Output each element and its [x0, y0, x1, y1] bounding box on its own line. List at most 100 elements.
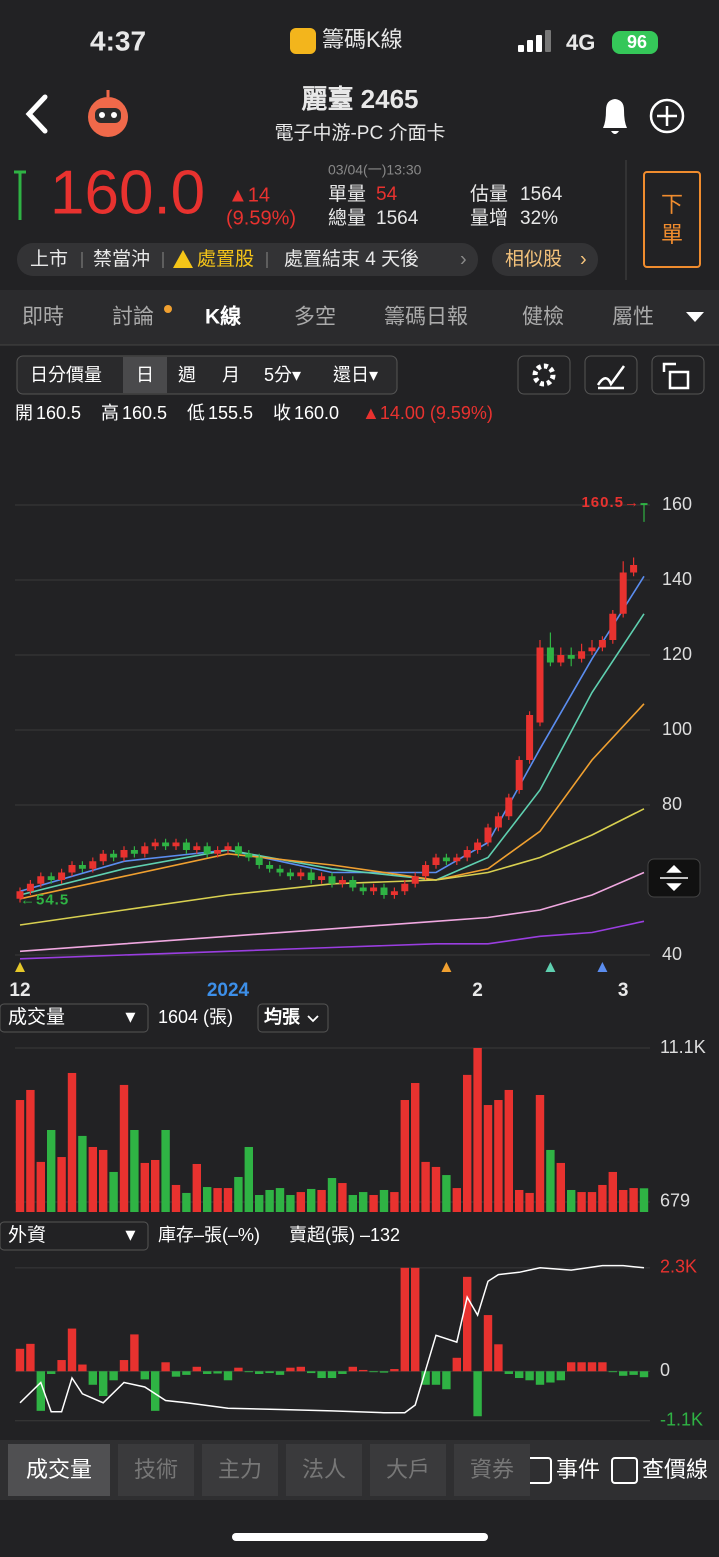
checkbox-label[interactable]: 事件 — [556, 1457, 600, 1482]
bar — [515, 1371, 524, 1379]
candle-body — [266, 865, 274, 869]
bottom-tab[interactable]: 技術 — [134, 1457, 178, 1482]
order-button[interactable] — [643, 171, 701, 268]
event-marker[interactable] — [597, 962, 608, 972]
period-option[interactable]: 日分價量 — [30, 365, 102, 385]
bar — [26, 1089, 35, 1212]
candle-body — [182, 842, 190, 850]
bar — [431, 1371, 441, 1385]
bar — [494, 1100, 503, 1212]
bar — [338, 1371, 347, 1374]
alert-button[interactable] — [603, 99, 627, 134]
checkbox-label[interactable]: 查價線 — [642, 1457, 708, 1482]
bar — [192, 1163, 201, 1212]
candle-body — [172, 842, 180, 847]
bar — [203, 1187, 212, 1212]
bar — [608, 1371, 617, 1373]
bar — [151, 1159, 160, 1212]
similar-label[interactable]: 相似股 — [505, 248, 562, 270]
stat-value: 1564 — [520, 184, 563, 205]
indicator-option[interactable]: 均張 — [264, 1006, 301, 1027]
period-option[interactable]: 月 — [222, 365, 240, 385]
tab[interactable]: 多空 — [294, 306, 336, 329]
tab[interactable]: 即時 — [22, 306, 64, 329]
candle-body — [307, 872, 315, 880]
bar — [130, 1334, 139, 1372]
quote-time: 03/04(一)13:30 — [328, 162, 422, 178]
ohlc-label: 低 — [187, 403, 205, 423]
tab[interactable]: 討論 — [112, 306, 154, 329]
candle-body — [47, 876, 55, 880]
tab-more[interactable] — [686, 312, 704, 322]
event-marker[interactable] — [545, 962, 556, 972]
candle-body — [453, 857, 461, 862]
bar — [244, 1146, 253, 1212]
inventory-line — [19, 1264, 645, 1414]
similar-pill[interactable] — [492, 243, 598, 276]
bar — [161, 1362, 170, 1372]
ohlc-value: 155.5 — [208, 403, 253, 423]
bottom-tab-bg — [118, 1444, 194, 1496]
add-button[interactable] — [649, 98, 685, 134]
y-tick-label: 140 — [662, 569, 692, 589]
period-option[interactable]: 還日▾ — [333, 365, 378, 385]
period-option[interactable]: 5分▾ — [264, 365, 301, 385]
candle-body — [110, 853, 118, 858]
bottom-tab[interactable]: 資券 — [470, 1457, 514, 1482]
tab[interactable]: 籌碼日報 — [384, 306, 468, 329]
ohlc-value: 160.0 — [294, 403, 339, 423]
bar — [452, 1188, 461, 1212]
bar — [265, 1371, 274, 1374]
checkbox[interactable] — [611, 1457, 638, 1484]
bar — [556, 1371, 565, 1381]
event-marker[interactable] — [15, 962, 25, 972]
y-tick-label: -1.1K — [660, 1410, 703, 1430]
bar — [494, 1344, 503, 1372]
bar — [567, 1189, 576, 1212]
chevron: › — [580, 248, 587, 270]
bottom-tab[interactable]: 主力 — [218, 1457, 262, 1482]
indicator-select[interactable] — [0, 1221, 149, 1251]
candle-body — [370, 887, 378, 892]
period-selected — [123, 357, 167, 393]
bar — [390, 1369, 399, 1372]
tab[interactable]: 屬性 — [612, 306, 654, 329]
y-tick-label: 160 — [662, 494, 692, 514]
rotate-button[interactable] — [651, 355, 705, 395]
tab[interactable]: K線 — [205, 305, 241, 329]
candle-body — [494, 816, 502, 828]
bar — [608, 1171, 617, 1212]
draw-button[interactable] — [584, 355, 638, 395]
period-option[interactable]: 日 — [136, 365, 154, 385]
app-icon — [290, 28, 316, 54]
tab[interactable]: 健檢 — [522, 306, 564, 329]
bar — [140, 1162, 149, 1212]
bar — [15, 1100, 25, 1212]
order-label[interactable]: 單 — [661, 222, 683, 247]
bar — [369, 1371, 378, 1373]
bar — [88, 1371, 97, 1385]
back-button[interactable] — [25, 94, 48, 134]
bottom-tab-bg — [370, 1444, 446, 1496]
bar — [317, 1371, 326, 1379]
gear-icon — [532, 363, 556, 387]
bar — [525, 1371, 534, 1381]
candle-body — [245, 853, 253, 858]
bar — [109, 1371, 118, 1381]
candle-body — [588, 647, 596, 652]
settings-button[interactable] — [517, 355, 571, 395]
ai-robot-button[interactable] — [88, 90, 128, 137]
bar — [265, 1189, 274, 1212]
candle-body — [526, 715, 534, 760]
bottom-tab[interactable]: 大戶 — [386, 1457, 430, 1482]
indicator-select[interactable] — [0, 1003, 149, 1033]
period-option[interactable]: 週 — [178, 365, 196, 385]
bottom-tab[interactable]: 成交量 — [26, 1457, 92, 1482]
bottom-tab[interactable]: 法人 — [302, 1457, 346, 1482]
tag-pill[interactable] — [17, 243, 478, 276]
option-select[interactable] — [257, 1003, 329, 1033]
order-label[interactable]: 下 — [661, 192, 683, 217]
event-marker[interactable] — [441, 962, 452, 972]
